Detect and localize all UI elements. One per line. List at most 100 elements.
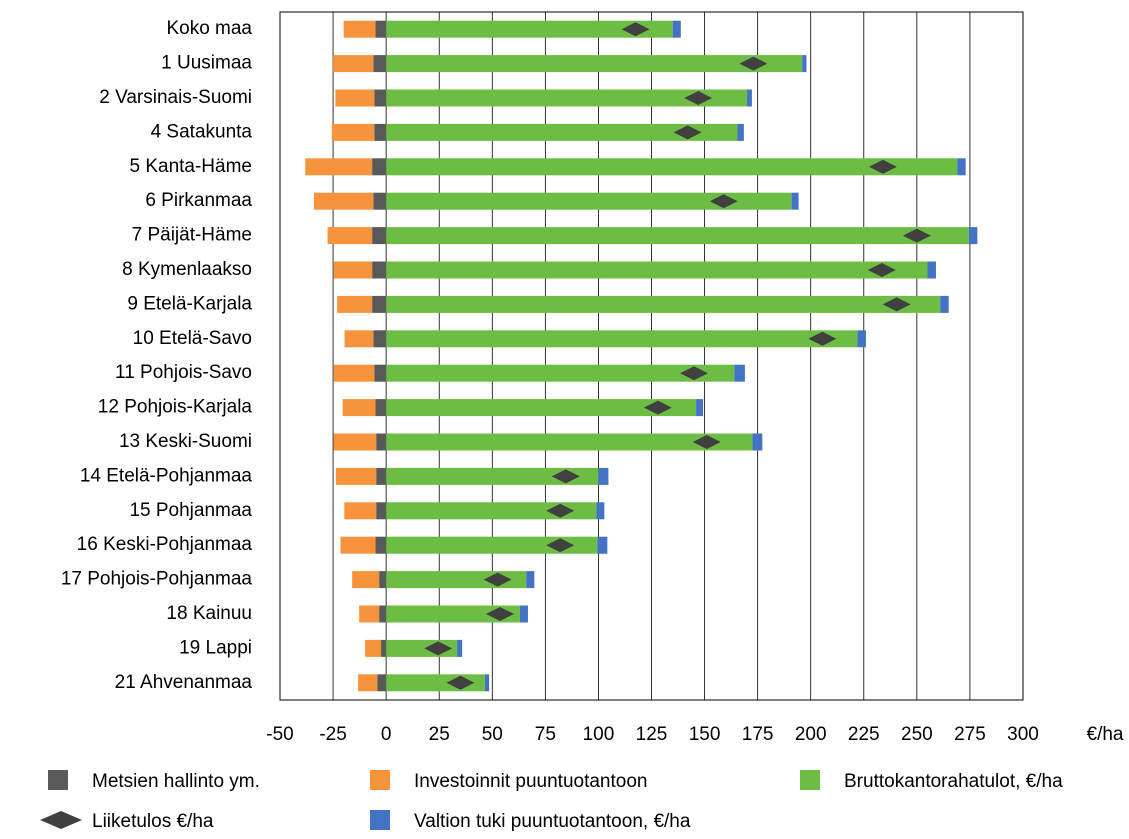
bar [386,20,673,38]
bar [672,20,681,38]
x-tick-label: 225 [848,724,880,745]
x-tick-label: 125 [636,724,668,745]
bar [305,158,373,176]
bar [737,123,744,141]
marker [446,675,475,690]
marker [808,331,837,346]
bar [379,571,387,589]
y-tick-label: 11 Pohjois-Savo [115,362,252,383]
bar [335,89,375,107]
bar [372,158,387,176]
bar [927,261,936,279]
bar [519,605,528,623]
bar [333,261,373,279]
bar [386,55,803,73]
x-tick-label: 200 [795,724,827,745]
x-tick-label: 175 [742,724,774,745]
bar [386,158,958,176]
bar [376,467,387,485]
y-tick-label: 9 Etelä-Karjala [127,293,252,314]
marker [546,503,575,518]
marker [684,91,713,105]
x-tick-label: 50 [482,724,503,745]
bar [333,364,375,382]
bar [381,639,387,657]
bar [386,399,697,417]
bar [386,502,597,520]
bar [333,433,377,451]
bar [337,295,373,313]
x-tick-label: 150 [689,724,721,745]
bar [696,399,704,417]
y-tick-label: Koko maa [166,18,252,39]
bar [457,639,463,657]
bar [802,55,807,73]
y-tick-label: 16 Keski-Pohjanmaa [77,534,253,555]
bar [333,55,374,73]
marker [621,22,650,37]
marker [643,400,672,415]
bar [375,399,387,417]
y-tick-label: 7 Päijät-Häme [132,225,252,246]
bar [386,192,792,210]
x-tick-label: 25 [429,724,450,745]
legend-label: Bruttokantorahatulot, €/ha [844,771,1063,792]
y-tick-label: 5 Kanta-Häme [129,156,252,177]
marker [424,641,453,656]
y-tick-label: 10 Etelä-Savo [133,328,252,349]
x-tick-label: -50 [266,724,293,745]
marker [868,159,897,174]
bar [374,364,387,382]
bar [373,192,387,210]
bar [386,433,753,451]
bar [386,89,748,107]
bar [374,89,387,107]
bar [359,605,380,623]
bar [342,399,376,417]
x-tick-label: -25 [319,724,346,745]
bar [373,330,387,348]
bar [374,123,387,141]
marker [692,435,721,449]
bar [377,674,387,692]
x-tick-label: 300 [1007,724,1039,745]
bar [386,536,598,554]
marker [739,56,768,71]
bar [957,158,966,176]
bar [372,295,387,313]
bar [386,571,527,589]
y-tick-label: 14 Etelä-Pohjanmaa [80,465,253,486]
bar [752,433,763,451]
marker [867,263,896,277]
bar [335,467,377,485]
bar [386,364,735,382]
x-tick-label: 100 [583,724,615,745]
bar [376,502,387,520]
y-tick-label: 8 Kymenlaakso [122,259,252,280]
bar [526,571,535,589]
bar [327,227,373,245]
bar [379,605,387,623]
x-tick-label: 75 [535,724,556,745]
bar [352,571,380,589]
bar [331,123,375,141]
plot-border [279,11,1024,701]
y-tick-label: 13 Keski-Suomi [119,431,252,452]
marker [902,228,931,243]
y-tick-label: 18 Kainuu [166,603,252,624]
x-tick-label: 250 [901,724,933,745]
bar [596,502,605,520]
marker [551,469,580,484]
x-tick-label: 275 [954,724,986,745]
legend-label: Liiketulos €/ha [92,811,214,832]
bar [365,639,382,657]
bar [940,295,949,313]
bar [747,89,752,107]
y-tick-label: 15 Pohjanmaa [129,500,252,521]
bar [386,295,941,313]
bar [386,261,928,279]
bar [344,330,374,348]
marker [546,538,575,553]
